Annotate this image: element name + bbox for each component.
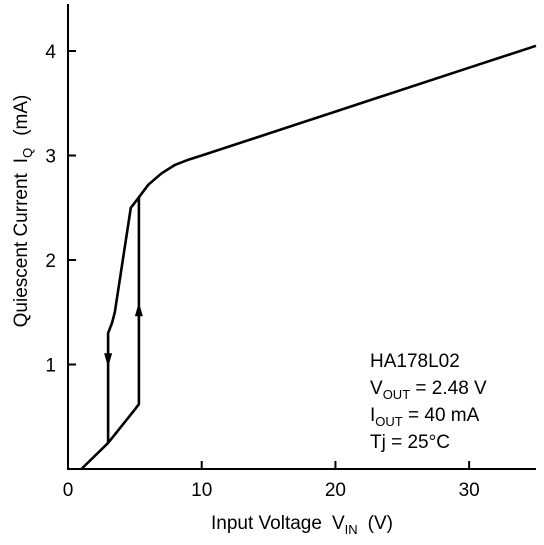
x-axis-title: Input Voltage VIN (V) [211, 513, 393, 537]
x-tick-label: 20 [325, 480, 346, 501]
tj-condition: Tj = 25°C [370, 432, 450, 453]
arrow-up [134, 302, 143, 317]
x-tick-label: 10 [191, 480, 212, 501]
direction-arrows [104, 302, 143, 368]
y-tick-label: 4 [45, 42, 56, 63]
x-tick-label: 0 [63, 480, 74, 501]
x-tick-label: 30 [459, 480, 480, 501]
x-ticks: 0 10 20 30 [63, 461, 480, 501]
y-tick-label: 2 [45, 251, 56, 272]
y-tick-label: 3 [45, 147, 56, 168]
y-tick-label: 1 [45, 356, 56, 377]
conditions-annotation: HA178L02 VOUT = 2.48 V IOUT = 40 mA Tj =… [370, 351, 487, 453]
curves [80, 44, 537, 470]
curve-series-1 [80, 44, 537, 470]
iout-condition: IOUT = 40 mA [370, 405, 480, 429]
curve-series-2 [106, 196, 140, 443]
arrow-down [104, 353, 113, 368]
y-axis-title: Quiescent CurrentIQ(mA) [11, 95, 35, 328]
y-ticks: 1 2 3 4 [45, 42, 76, 377]
vout-condition: VOUT = 2.48 V [370, 378, 487, 402]
device-name: HA178L02 [370, 351, 460, 372]
